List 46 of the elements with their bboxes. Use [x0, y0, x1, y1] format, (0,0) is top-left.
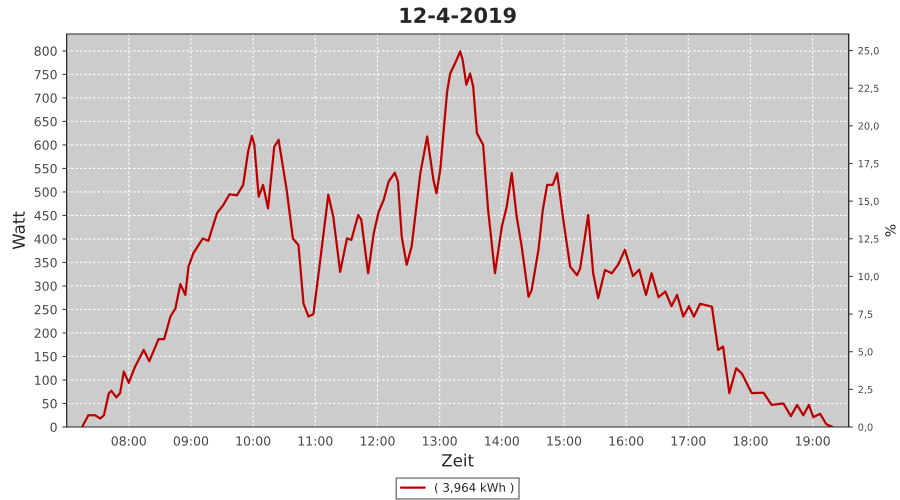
y-tick-label: 50	[42, 398, 57, 408]
x-tick-label: 19:00	[796, 436, 830, 446]
y2-tick-label: 22,5	[858, 84, 879, 94]
y2-axis-title: %	[885, 224, 896, 236]
y-tick-label: 300	[34, 281, 57, 291]
x-tick-label: 13:00	[422, 436, 457, 446]
y-tick-label: 150	[35, 352, 57, 362]
y-tick-label: 500	[34, 187, 57, 197]
line-series	[81, 50, 834, 427]
x-tick-label: 16:00	[609, 436, 644, 446]
x-tick-label: 09:00	[174, 436, 208, 446]
x-tick-label: 11:00	[298, 436, 332, 446]
legend-label: ( 3,964 kWh )	[435, 482, 514, 494]
y-tick-label: 750	[34, 70, 57, 80]
y-tick-label: 650	[34, 116, 57, 126]
y2-tick-label: 5,0	[858, 348, 873, 357]
y2-tick-label: 2,5	[858, 386, 872, 394]
x-tick-label: 17:00	[672, 436, 706, 446]
chart-title: 12-4-2019	[400, 7, 516, 24]
y-tick-label: 0	[50, 422, 57, 432]
x-tick-label: 14:00	[485, 436, 519, 446]
y-tick-label: 450	[34, 210, 57, 220]
y-tick-label: 700	[34, 93, 57, 103]
x-tick-label: 10:00	[236, 436, 270, 446]
x-tick-label: 12:00	[360, 436, 395, 446]
x-axis-title: Zeit	[442, 454, 474, 467]
y-tick-label: 250	[34, 304, 57, 314]
x-tick-label: 15:00	[547, 436, 582, 446]
y2-tick-label: 0,0	[858, 423, 873, 432]
y-tick-label: 600	[34, 140, 57, 150]
x-tick-label: 08:00	[112, 436, 146, 446]
y-tick-label: 550	[34, 164, 57, 174]
y-tick-label: 350	[34, 258, 57, 268]
y2-tick-label: 7,5	[858, 310, 872, 319]
y2-tick-label: 10,0	[858, 272, 879, 282]
y2-tick-label: 15,0	[858, 198, 879, 206]
y2-tick-label: 17,5	[858, 160, 879, 168]
y-axis-title: Watt	[12, 212, 25, 250]
y-tick-label: 400	[34, 234, 57, 244]
y2-tick-label: 25,0	[858, 47, 879, 56]
y2-tick-label: 20,0	[858, 122, 879, 131]
y2-tick-label: 12,5	[858, 235, 879, 244]
x-tick-label: 18:00	[734, 436, 768, 446]
y-tick-label: 100	[35, 375, 57, 385]
y-tick-label: 800	[34, 46, 57, 56]
y-tick-label: 200	[34, 328, 57, 338]
